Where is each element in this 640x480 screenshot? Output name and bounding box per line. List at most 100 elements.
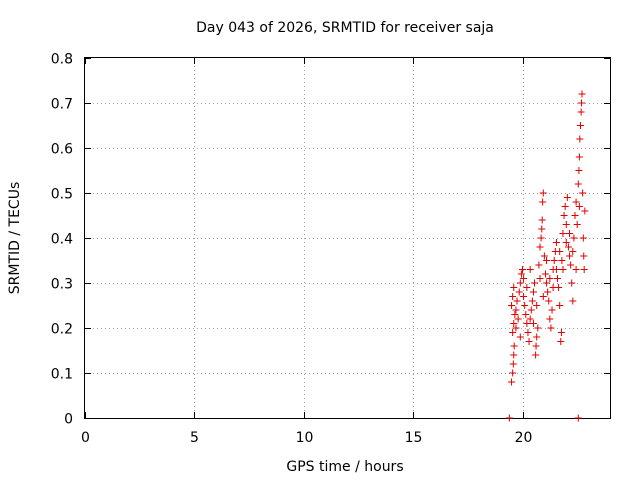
x-tick-label: 5 bbox=[190, 430, 199, 446]
data-point bbox=[536, 275, 544, 282]
data-point bbox=[529, 320, 537, 327]
data-point bbox=[522, 311, 530, 318]
data-point bbox=[558, 257, 566, 264]
data-point bbox=[509, 293, 517, 300]
data-point bbox=[552, 239, 560, 246]
data-point bbox=[572, 198, 580, 206]
data-point bbox=[576, 135, 584, 143]
data-point bbox=[547, 324, 555, 332]
data-point bbox=[510, 320, 518, 327]
y-tick-label: 0.6 bbox=[51, 142, 73, 158]
data-point bbox=[521, 302, 529, 309]
data-point bbox=[531, 279, 539, 287]
data-point bbox=[579, 234, 587, 242]
data-point bbox=[539, 198, 547, 206]
y-tick-label: 0.3 bbox=[51, 277, 73, 293]
data-point bbox=[574, 414, 582, 422]
data-point bbox=[512, 306, 520, 314]
data-point bbox=[554, 275, 561, 282]
data-point bbox=[516, 279, 524, 287]
data-point bbox=[543, 257, 551, 264]
data-point bbox=[510, 284, 518, 291]
data-point bbox=[578, 90, 586, 98]
data-point bbox=[540, 252, 548, 260]
data-point bbox=[557, 329, 565, 336]
data-point bbox=[533, 333, 541, 341]
data-point bbox=[546, 275, 554, 282]
y-tick-label: 0.4 bbox=[51, 232, 73, 248]
data-point bbox=[513, 297, 521, 305]
data-point bbox=[576, 122, 584, 129]
x-tick-label: 20 bbox=[515, 430, 533, 446]
data-point bbox=[527, 306, 535, 314]
data-point bbox=[523, 320, 531, 327]
data-point bbox=[508, 378, 516, 386]
data-point bbox=[515, 288, 523, 296]
data-point bbox=[572, 266, 580, 273]
data-points bbox=[505, 90, 589, 422]
data-point bbox=[516, 333, 524, 341]
data-point bbox=[538, 216, 546, 224]
data-point bbox=[559, 230, 567, 237]
data-point bbox=[512, 324, 520, 332]
data-point bbox=[552, 266, 560, 273]
data-point bbox=[570, 234, 578, 242]
data-point bbox=[524, 329, 532, 336]
data-point bbox=[562, 239, 570, 246]
y-tick-label: 0.8 bbox=[51, 52, 73, 68]
data-point bbox=[546, 315, 554, 323]
data-point bbox=[509, 329, 517, 336]
data-point bbox=[526, 266, 534, 273]
data-point bbox=[517, 270, 525, 278]
data-point bbox=[544, 288, 552, 296]
data-point bbox=[571, 212, 579, 219]
data-point bbox=[526, 315, 534, 323]
data-point bbox=[569, 297, 577, 305]
data-point bbox=[537, 234, 545, 242]
data-point bbox=[567, 261, 575, 269]
data-point bbox=[532, 351, 540, 359]
data-point bbox=[533, 302, 541, 309]
data-point bbox=[505, 414, 513, 422]
data-point bbox=[549, 284, 557, 291]
data-point bbox=[511, 311, 519, 318]
x-tick-label: 10 bbox=[296, 430, 314, 446]
x-axis-label: GPS time / hours bbox=[286, 459, 403, 475]
data-point bbox=[509, 369, 517, 377]
tick-labels: 0 5 10 15 20 0 0.1 0.2 0.3 0.4 0.5 0.6 0.7 0.8 bbox=[51, 52, 533, 447]
data-point bbox=[543, 279, 551, 287]
plot-frame bbox=[84, 57, 611, 419]
y-tick-label: 0.1 bbox=[51, 367, 73, 383]
data-point bbox=[581, 207, 589, 215]
data-point bbox=[548, 306, 556, 314]
data-point bbox=[514, 315, 522, 323]
data-point bbox=[528, 297, 536, 305]
y-tick-label: 0 bbox=[64, 412, 73, 428]
x-tick-label: 15 bbox=[405, 430, 423, 446]
data-point bbox=[580, 266, 588, 273]
data-point bbox=[541, 270, 549, 278]
grid bbox=[85, 58, 610, 418]
data-point bbox=[539, 189, 547, 197]
data-point bbox=[535, 261, 543, 269]
data-point bbox=[560, 212, 568, 219]
y-axis-label: SRMTID / TECUs bbox=[7, 182, 23, 295]
data-point bbox=[556, 302, 564, 309]
x-tick-label: 0 bbox=[81, 430, 90, 446]
data-point bbox=[519, 266, 526, 273]
data-point bbox=[539, 293, 547, 300]
data-point bbox=[520, 275, 528, 282]
data-point bbox=[556, 248, 564, 255]
data-point bbox=[510, 342, 518, 350]
data-point bbox=[559, 266, 567, 273]
data-point bbox=[509, 360, 517, 368]
data-point bbox=[579, 189, 587, 197]
data-point bbox=[520, 293, 528, 300]
data-point bbox=[578, 99, 586, 107]
data-point bbox=[575, 203, 583, 210]
axis-ticks bbox=[85, 58, 610, 419]
data-point bbox=[536, 243, 544, 251]
data-point bbox=[510, 351, 518, 359]
data-point bbox=[566, 252, 574, 260]
